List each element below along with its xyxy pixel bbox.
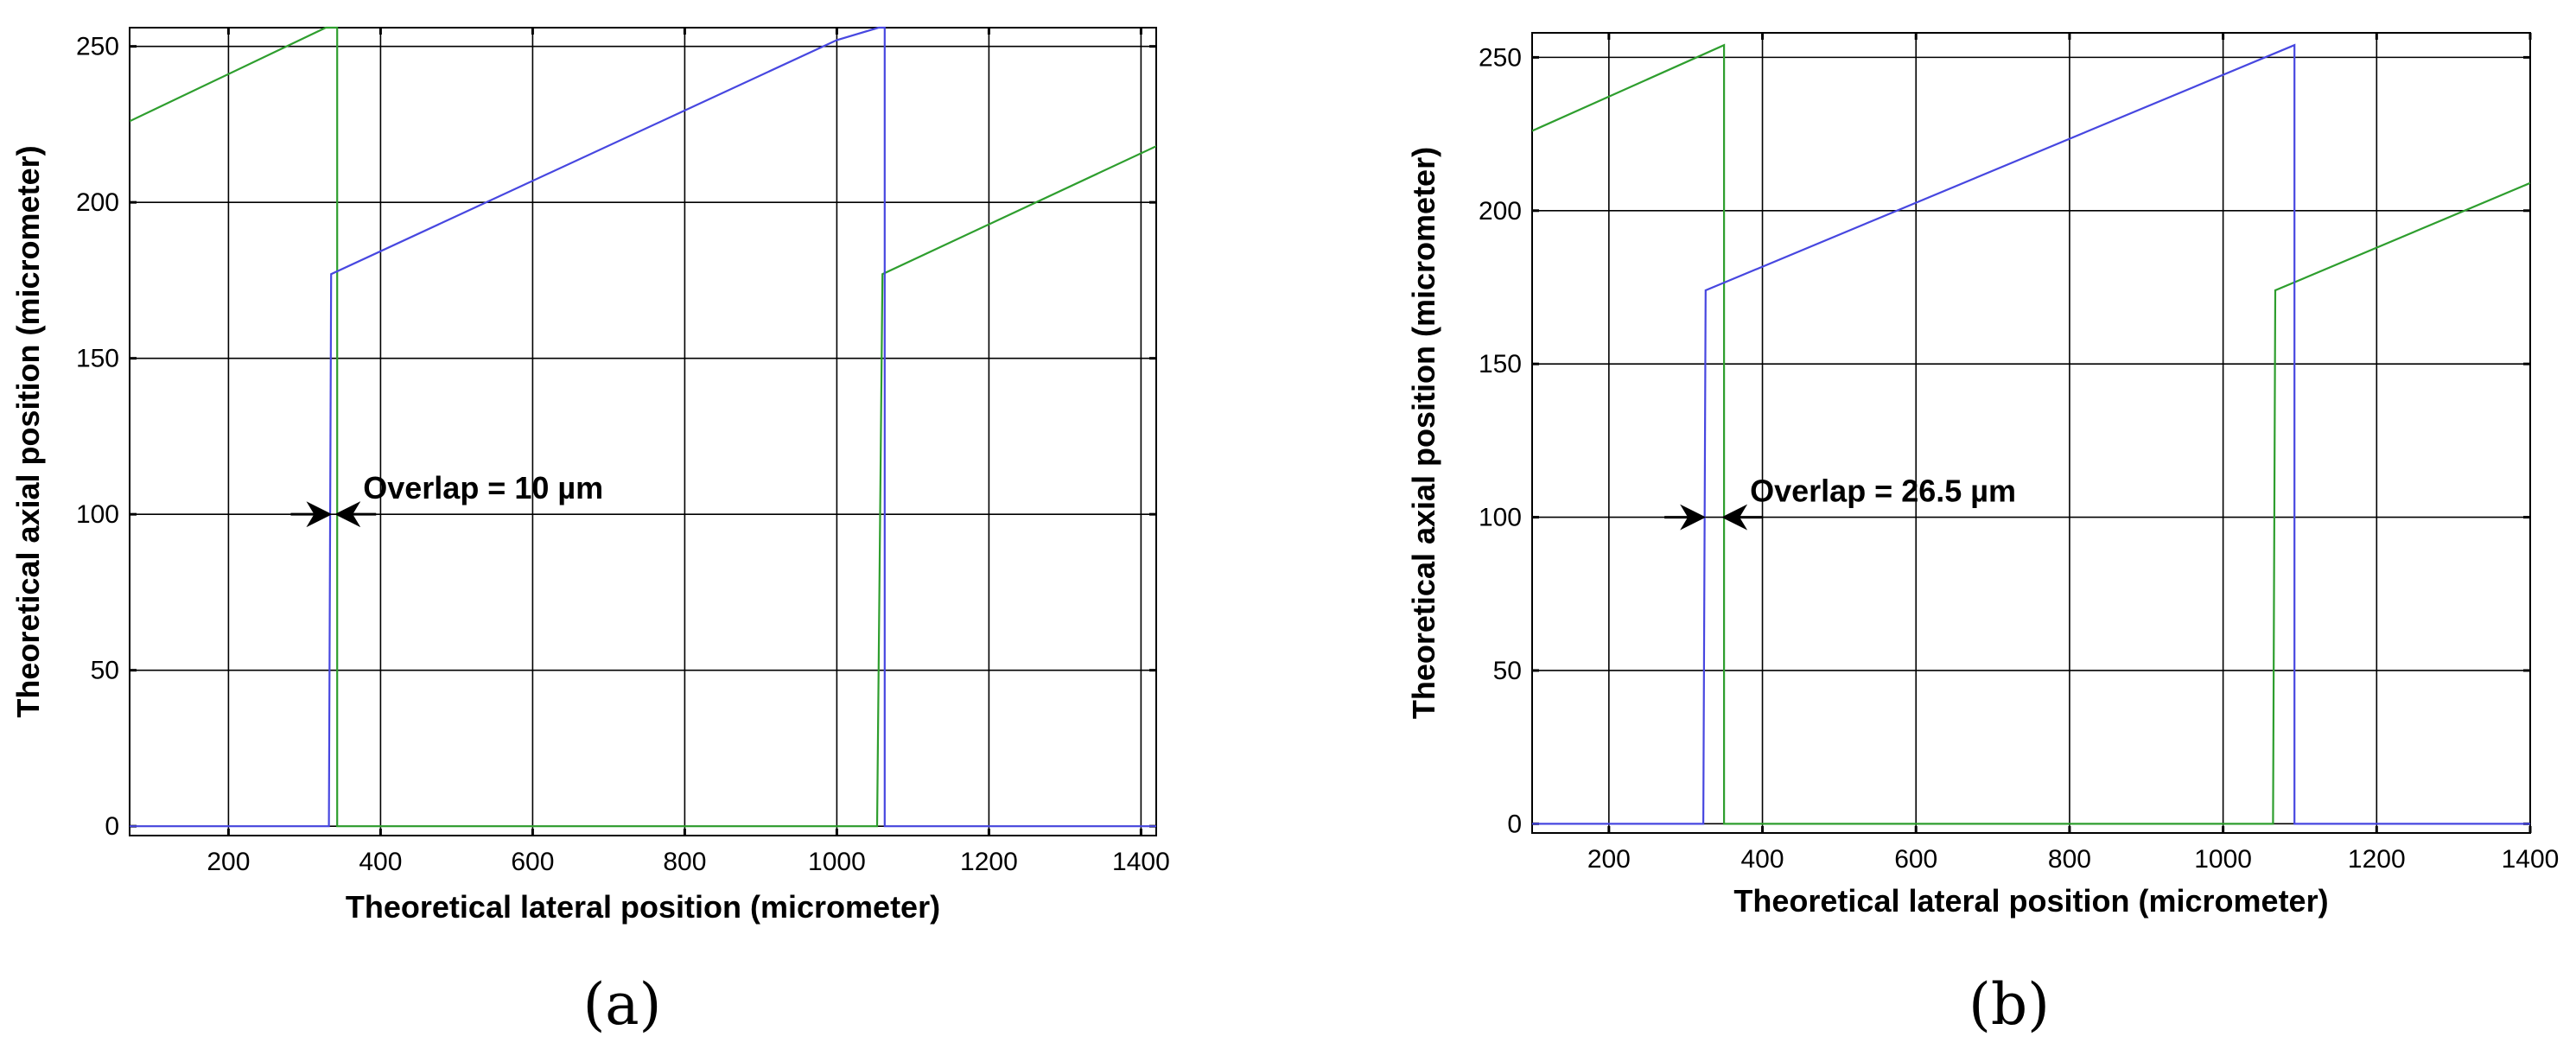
overlap-annotation: Overlap = 26.5 µm	[1750, 474, 2016, 509]
y-tick-label: 0	[1507, 810, 1522, 838]
plot-frame	[129, 27, 1157, 836]
x-axis-title: Theoretical lateral position (micrometer…	[346, 889, 940, 925]
y-axis-title: Theoretical axial position (micrometer)	[1406, 147, 1441, 719]
x-tick-label: 600	[1894, 845, 1937, 874]
panel-label: (a)	[583, 971, 662, 1038]
x-tick-label: 1200	[960, 848, 1018, 876]
data-series-green	[130, 26, 1156, 828]
chart-panel-2: 200 400 600 800 1000 1200 1400 0 50 100 150 200 250 O…	[1406, 32, 2560, 1038]
y-tick-label: 150	[1479, 350, 1522, 378]
y-tick-label: 250	[76, 33, 119, 61]
x-axis-title: Theoretical lateral position (micrometer…	[1733, 883, 2328, 919]
y-tick-label: 0	[105, 812, 119, 841]
panel-label: (b)	[1969, 971, 2050, 1038]
x-tick-label: 400	[359, 848, 402, 876]
x-tick-label: 600	[511, 848, 554, 876]
x-tick-label: 1400	[1112, 848, 1170, 876]
y-tick-label: 200	[76, 188, 119, 217]
y-tick-label: 100	[76, 500, 119, 529]
x-tick-label: 1000	[2194, 845, 2252, 874]
y-tick-label: 50	[1493, 657, 1522, 685]
x-tick-label: 1000	[808, 848, 866, 876]
x-tick-label: 800	[663, 848, 706, 876]
x-tick-label: 200	[1587, 845, 1631, 874]
x-tick-label: 200	[207, 848, 250, 876]
y-axis-title: Theoretical axial position (micrometer)	[10, 145, 46, 717]
data-series-blue	[1532, 43, 2530, 825]
x-tick-label: 1400	[2502, 845, 2560, 874]
y-tick-label: 50	[91, 657, 119, 685]
chart-panel-1: 200 400 600 800 1000 1200 1400 0 50 100 150 200 250 O…	[10, 26, 1170, 1038]
y-tick-label: 250	[1479, 43, 1522, 72]
overlap-annotation: Overlap = 10 µm	[363, 470, 603, 505]
y-tick-label: 200	[1479, 197, 1522, 226]
data-series-green	[1532, 43, 2530, 825]
x-tick-label: 400	[1741, 845, 1784, 874]
plot-frame	[1531, 32, 2531, 834]
data-series-blue	[130, 26, 1156, 828]
x-tick-label: 1200	[2348, 845, 2406, 874]
y-tick-label: 100	[1479, 504, 1522, 532]
x-tick-label: 800	[2048, 845, 2091, 874]
y-tick-label: 150	[76, 345, 119, 373]
